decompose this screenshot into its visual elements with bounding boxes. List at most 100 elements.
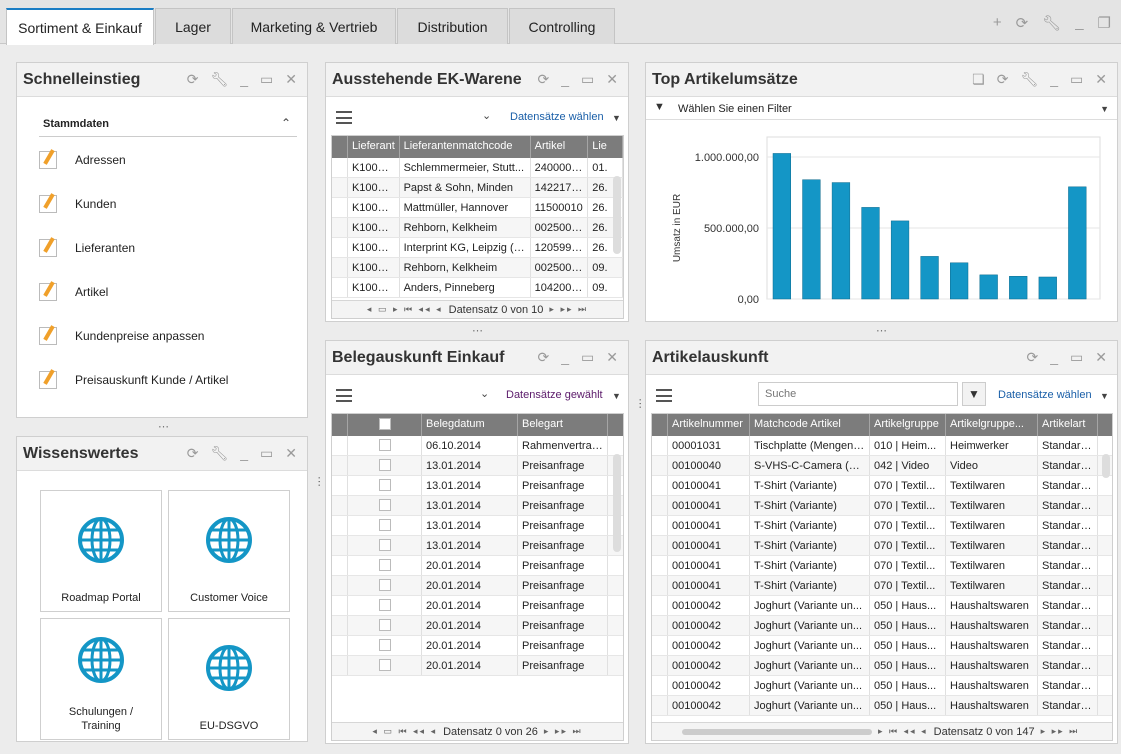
- dropdown-caret-icon[interactable]: ▼: [612, 113, 621, 123]
- plus-icon[interactable]: +: [992, 14, 1002, 31]
- bar[interactable]: [950, 262, 969, 300]
- table-row[interactable]: 00100042 Joghurt (Variante un... 050 | Hau…: [652, 616, 1112, 636]
- quick-link-lieferanten[interactable]: Lieferanten: [39, 237, 135, 259]
- wrench-icon[interactable]: 🔧︎: [210, 445, 229, 461]
- resize-handle[interactable]: ⋯: [876, 325, 887, 337]
- table-row[interactable]: 20.01.2014 Preisanfrage: [332, 576, 623, 596]
- col-header[interactable]: Lieferant: [348, 136, 400, 158]
- row-checkbox[interactable]: [348, 436, 422, 455]
- col-header[interactable]: Belegart: [518, 414, 608, 436]
- expand-icon[interactable]: ⌄: [482, 110, 492, 122]
- vertical-scrollbar[interactable]: [613, 454, 621, 552]
- table-row[interactable]: 13.01.2014 Preisanfrage: [332, 476, 623, 496]
- next-page-icon[interactable]: ▸ ▸▸ ⏭: [1040, 726, 1080, 736]
- row-checkbox[interactable]: [348, 516, 422, 535]
- col-header[interactable]: Artikelart: [1038, 414, 1098, 436]
- row-checkbox[interactable]: [348, 456, 422, 475]
- tile-eu-dsgvo[interactable]: EU-DSGVO: [168, 618, 290, 740]
- table-row[interactable]: 00100041 T-Shirt (Variante) 070 | Textil..…: [652, 536, 1112, 556]
- table-row[interactable]: 00100042 Joghurt (Variante un... 050 | Hau…: [652, 636, 1112, 656]
- table-row[interactable]: 00100040 S-VHS-C-Camera (Au... 042 | Video…: [652, 456, 1112, 476]
- minimize-icon[interactable]: _: [240, 445, 249, 461]
- table-row[interactable]: K100001 Papst & Sohn, Minden 14221701 26.: [332, 178, 623, 198]
- row-checkbox[interactable]: [348, 636, 422, 655]
- table-row[interactable]: 06.10.2014 Rahmenvertrag Ei: [332, 436, 623, 456]
- table-row[interactable]: K100000 Anders, Pinneberg 10420000 09.: [332, 278, 623, 298]
- horizontal-scrollbar[interactable]: [682, 728, 872, 735]
- minimize-icon[interactable]: _: [561, 71, 570, 87]
- maximize-icon[interactable]: ▭: [260, 71, 274, 87]
- bar[interactable]: [1009, 276, 1028, 300]
- maximize-icon[interactable]: ▭: [260, 445, 274, 461]
- filter-toggle-button[interactable]: ▼: [962, 382, 986, 406]
- next-page-icon[interactable]: ▸ ▸▸ ⏭: [543, 726, 583, 736]
- quick-link-kundenpreise[interactable]: Kundenpreise anpassen: [39, 325, 204, 347]
- table-row[interactable]: 00100041 T-Shirt (Variante) 070 | Textil..…: [652, 576, 1112, 596]
- copy-icon[interactable]: ❏: [972, 71, 985, 87]
- minimize-icon[interactable]: _: [1050, 349, 1059, 365]
- row-checkbox[interactable]: [348, 536, 422, 555]
- resize-handle[interactable]: ⋯: [158, 421, 169, 433]
- row-checkbox[interactable]: [348, 656, 422, 675]
- table-row[interactable]: 00100041 T-Shirt (Variante) 070 | Textil..…: [652, 556, 1112, 576]
- quick-link-kunden[interactable]: Kunden: [39, 193, 116, 215]
- refresh-icon[interactable]: ⟳: [996, 71, 1009, 87]
- maximize-icon[interactable]: ▭: [581, 349, 595, 365]
- minimize-icon[interactable]: _: [1050, 71, 1059, 87]
- table-row[interactable]: 13.01.2014 Preisanfrage: [332, 496, 623, 516]
- minimize-icon[interactable]: _: [561, 349, 570, 365]
- wrench-icon[interactable]: 🔧︎: [1020, 71, 1039, 87]
- vertical-scrollbar[interactable]: [613, 176, 621, 254]
- quick-link-adressen[interactable]: Adressen: [39, 149, 126, 171]
- table-row[interactable]: 20.01.2014 Preisanfrage: [332, 616, 623, 636]
- dropdown-caret-icon[interactable]: ▼: [1100, 391, 1109, 401]
- dropdown-caret-icon[interactable]: ▼: [1100, 104, 1109, 114]
- restore-icon[interactable]: ❐: [1097, 15, 1111, 32]
- resize-handle[interactable]: ⋯: [472, 325, 483, 337]
- col-header[interactable]: Artikelnummer: [668, 414, 750, 436]
- menu-icon[interactable]: [656, 389, 672, 402]
- wrench-icon[interactable]: 🔧︎: [210, 71, 229, 87]
- refresh-icon[interactable]: ⟳: [1026, 349, 1039, 365]
- table-row[interactable]: 20.01.2014 Preisanfrage: [332, 556, 623, 576]
- maximize-icon[interactable]: ▭: [1070, 71, 1084, 87]
- table-row[interactable]: 20.01.2014 Preisanfrage: [332, 596, 623, 616]
- table-row[interactable]: 13.01.2014 Preisanfrage: [332, 536, 623, 556]
- tab-marketing-vertrieb[interactable]: Marketing & Vertrieb: [232, 8, 396, 44]
- row-checkbox[interactable]: [348, 576, 422, 595]
- resize-handle[interactable]: ⋯: [313, 476, 325, 487]
- bar[interactable]: [1068, 186, 1087, 300]
- bar[interactable]: [920, 256, 939, 300]
- close-icon[interactable]: ✕: [606, 71, 618, 87]
- table-row[interactable]: 00100041 T-Shirt (Variante) 070 | Textil..…: [652, 496, 1112, 516]
- bar[interactable]: [831, 182, 851, 300]
- quick-link-preisauskunft[interactable]: Preisauskunft Kunde / Artikel: [39, 369, 228, 391]
- table-row[interactable]: 20.01.2014 Preisanfrage: [332, 636, 623, 656]
- refresh-icon[interactable]: ⟳: [186, 445, 199, 461]
- refresh-icon[interactable]: ⟳: [1015, 15, 1029, 32]
- bar[interactable]: [1038, 276, 1057, 300]
- table-row[interactable]: K100003 Mattmüller, Hannover 11500010 26.: [332, 198, 623, 218]
- col-header[interactable]: Artikelgruppe: [870, 414, 946, 436]
- bar[interactable]: [802, 179, 821, 300]
- wrench-icon[interactable]: 🔧︎: [1042, 15, 1062, 32]
- row-checkbox[interactable]: [348, 596, 422, 615]
- table-row[interactable]: 20.01.2014 Preisanfrage: [332, 656, 623, 676]
- table-row[interactable]: 00001031 Tischplatte (Mengenf... 010 | Hei…: [652, 436, 1112, 456]
- select-records-link[interactable]: Datensätze wählen: [510, 111, 604, 123]
- collapse-icon[interactable]: ⌃: [280, 116, 291, 130]
- table-row[interactable]: K100005 Interprint KG, Leipzig (a... 12059…: [332, 238, 623, 258]
- first-page-icon[interactable]: ◂ ▭ ⏮ ◂◂ ◂: [372, 726, 438, 736]
- col-header[interactable]: Artikel: [531, 136, 589, 158]
- section-header[interactable]: Stammdaten ⌃: [39, 111, 297, 137]
- minimize-icon[interactable]: _: [1075, 14, 1084, 31]
- menu-icon[interactable]: [336, 111, 352, 124]
- table-row[interactable]: 13.01.2014 Preisanfrage: [332, 516, 623, 536]
- tile-customer-voice[interactable]: Customer Voice: [168, 490, 290, 612]
- close-icon[interactable]: ✕: [1095, 71, 1107, 87]
- next-page-icon[interactable]: ▸ ▸▸ ⏭: [549, 304, 589, 314]
- table-row[interactable]: 00100042 Joghurt (Variante un... 050 | Hau…: [652, 656, 1112, 676]
- close-icon[interactable]: ✕: [285, 71, 297, 87]
- bar[interactable]: [979, 274, 998, 300]
- maximize-icon[interactable]: ▭: [1070, 349, 1084, 365]
